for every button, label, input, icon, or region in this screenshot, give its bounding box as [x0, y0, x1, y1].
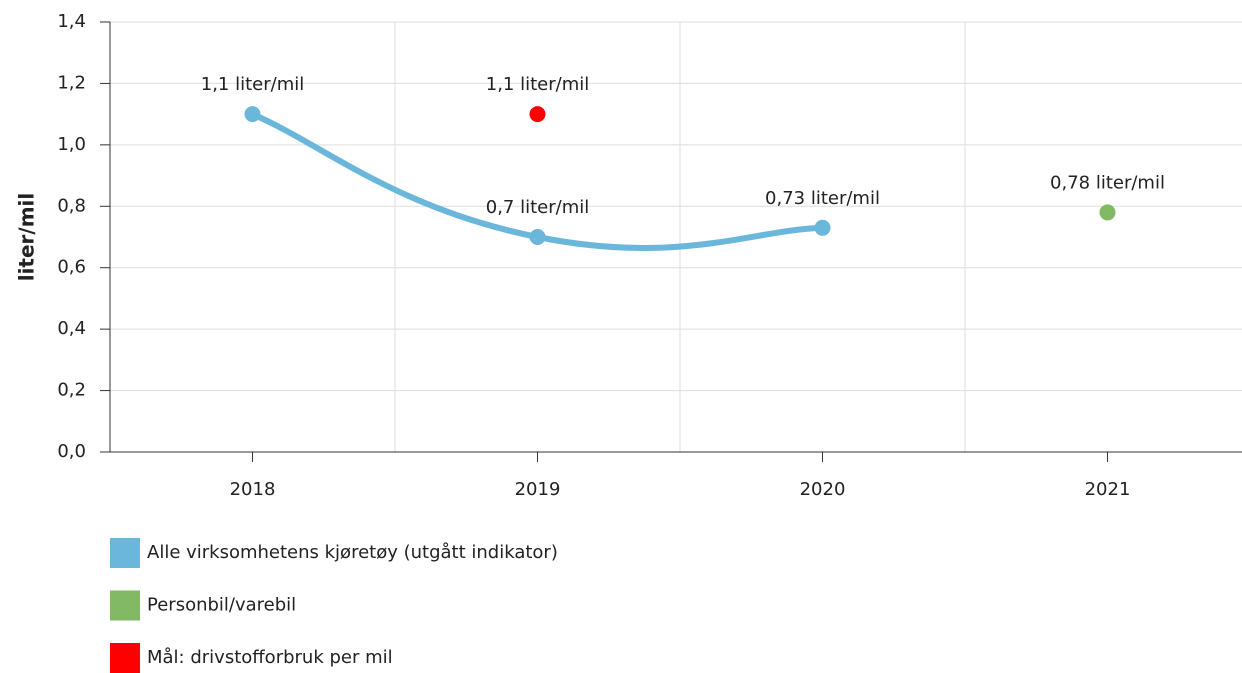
data-label: 0,78 liter/mil [1050, 172, 1165, 193]
y-tick-label: 1,4 [57, 11, 86, 32]
point [814, 219, 831, 236]
point [529, 229, 546, 245]
y-axis-label: liter/mil [15, 193, 39, 282]
legend-label: Mål: drivstofforbruk per mil [147, 647, 393, 668]
line [249, 111, 826, 251]
data-label: 1,1 liter/mil [201, 74, 304, 95]
legend-swatch [110, 590, 140, 621]
legend-swatch [110, 643, 140, 673]
x-tick-label: 2020 [800, 479, 846, 500]
point [1099, 204, 1116, 221]
legend-label: Personbil/varebil [147, 595, 296, 616]
x-tick-label: 2018 [230, 479, 276, 500]
y-tick-label: 1,0 [57, 134, 86, 155]
y-tick-label: 0,8 [57, 195, 86, 216]
y-tick-label: 0,2 [57, 380, 86, 401]
legend-swatch [110, 538, 140, 568]
point [529, 106, 546, 123]
data-label: 0,7 liter/mil [486, 197, 589, 218]
point [244, 106, 261, 123]
y-tick-label: 0,0 [57, 441, 86, 462]
y-tick-label: 0,6 [57, 257, 86, 278]
data-label: 0,73 liter/mil [765, 188, 880, 209]
y-tick-label: 0,4 [57, 318, 86, 339]
x-tick-label: 2021 [1085, 479, 1131, 500]
legend-label: Alle virksomhetens kjøretøy (utgått indi… [147, 542, 558, 563]
y-tick-label: 1,2 [57, 72, 86, 93]
data-label: 1,1 liter/mil [486, 74, 589, 95]
x-tick-label: 2019 [515, 479, 561, 500]
